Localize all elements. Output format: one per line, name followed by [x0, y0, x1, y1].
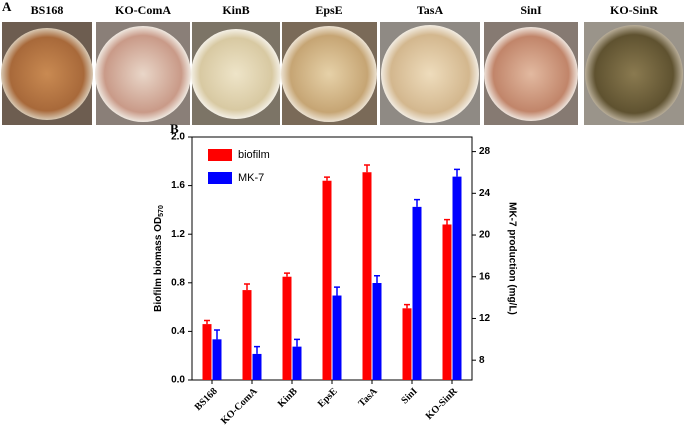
legend-swatch: [208, 149, 232, 161]
y-tick-label: 0.0: [171, 375, 185, 386]
bar: [322, 180, 332, 380]
bar: [362, 172, 372, 380]
x-tick-label: KO-SinR: [424, 385, 461, 422]
dish: [95, 26, 191, 122]
error-bar: [324, 176, 330, 181]
legend-swatch: [208, 172, 232, 184]
y-tick-label: 0.8: [171, 277, 185, 288]
sample-label: TasA: [417, 3, 444, 17]
sample-label: EpsE: [315, 3, 342, 17]
bar: [442, 224, 452, 380]
bar: [412, 206, 422, 380]
error-bar: [294, 338, 300, 347]
y2-tick-label: 16: [479, 271, 491, 282]
dish: [585, 25, 683, 123]
bar: [292, 346, 302, 380]
sample-label: SinI: [520, 3, 542, 17]
sample-label: BS168: [31, 3, 64, 17]
error-bar: [374, 274, 380, 284]
bar: [452, 176, 462, 380]
error-bar: [254, 345, 260, 354]
error-bar: [454, 168, 460, 177]
y2-tick-label: 24: [479, 188, 491, 199]
y2-tick-label: 12: [479, 313, 491, 324]
bar: [402, 308, 412, 380]
bar: [242, 290, 252, 380]
x-tick-label: TasA: [356, 385, 380, 409]
bar: [212, 339, 222, 380]
error-bar: [404, 303, 410, 309]
dish: [381, 25, 479, 123]
x-tick-label: SinI: [399, 386, 419, 406]
sample-label: KinB: [222, 3, 249, 17]
y-tick-label: 1.2: [171, 229, 185, 240]
sample-label: KO-ComA: [115, 3, 171, 17]
legend-label: biofilm: [238, 149, 270, 161]
bar: [252, 353, 262, 380]
x-tick-label: KO-ComA: [219, 385, 260, 426]
y-axis-label: Biofilm biomass OD570: [153, 205, 165, 312]
y-tick-label: 1.6: [171, 180, 185, 191]
y2-tick-label: 20: [479, 230, 491, 241]
y2-tick-label: 28: [479, 146, 491, 157]
error-bar: [334, 286, 340, 296]
bar: [202, 324, 212, 380]
y-axis-label-text: Biofilm biomass OD: [153, 217, 164, 312]
dish: [484, 27, 578, 121]
x-tick-label: KinB: [276, 386, 300, 410]
plot-frame: [191, 136, 473, 381]
y2-axis-label: MK-7 production (mg/L): [506, 202, 517, 315]
error-bar: [414, 198, 420, 207]
x-tick-label: BS168: [193, 386, 220, 413]
error-bar: [204, 319, 210, 325]
y-axis-label-sub: 570: [158, 205, 165, 217]
bar: [332, 295, 342, 380]
error-bar: [444, 218, 450, 225]
bar: [282, 276, 292, 380]
dish: [191, 29, 281, 119]
sample-label: KO-SinR: [610, 3, 658, 17]
dish: [281, 26, 377, 122]
x-tick-label: EpsE: [316, 386, 340, 410]
dish: [1, 28, 93, 120]
legend-label: MK-7: [238, 172, 264, 184]
y-tick-label: 2.0: [171, 132, 185, 143]
y2-tick-label: 8: [479, 355, 485, 366]
error-bar: [284, 272, 290, 277]
y-tick-label: 0.4: [171, 326, 185, 337]
error-bar: [244, 283, 250, 291]
panel-label: B: [170, 121, 179, 136]
panel-label: A: [2, 0, 12, 14]
error-bar: [214, 329, 220, 340]
bar: [372, 283, 382, 380]
photo-row: [1, 22, 684, 125]
error-bar: [364, 164, 370, 173]
